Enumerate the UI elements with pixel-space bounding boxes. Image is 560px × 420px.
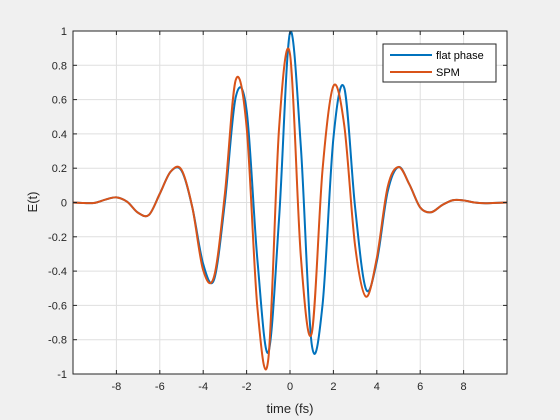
x-axis-label: time (fs)	[267, 401, 314, 416]
x-tick-label: -2	[242, 381, 252, 393]
y-tick-label: 0.2	[52, 163, 67, 175]
legend-label-flat-phase: flat phase	[436, 50, 484, 62]
y-tick-label: -0.4	[48, 266, 67, 278]
x-tick-label: -8	[112, 381, 122, 393]
y-tick-label: 0.8	[52, 60, 67, 72]
legend: flat phase SPM	[382, 43, 497, 83]
legend-box	[382, 43, 497, 83]
y-tick-label: 0	[61, 198, 67, 210]
y-tick-label: 0.4	[52, 129, 67, 141]
x-tick-label: -4	[198, 381, 208, 393]
tick-marks	[73, 30, 507, 375]
y-axis-label: E(t)	[25, 192, 40, 213]
y-tick-label: -0.2	[48, 232, 67, 244]
y-tick-label: -1	[57, 369, 67, 381]
x-tick-label: 6	[417, 381, 423, 393]
legend-label-spm: SPM	[436, 67, 460, 79]
y-tick-label: -0.6	[48, 300, 67, 312]
y-tick-labels: -1 -0.8 -0.6 -0.4 -0.2 0 0.2 0.4 0.6 0.8 1	[48, 26, 67, 381]
y-tick-label: 0.6	[52, 95, 67, 107]
x-tick-label: 0	[287, 381, 293, 393]
x-tick-label: -6	[155, 381, 165, 393]
x-tick-label: 8	[461, 381, 467, 393]
x-tick-label: 2	[330, 381, 336, 393]
y-tick-label: 1	[61, 26, 67, 38]
series-line-spm	[72, 47, 508, 371]
y-tick-label: -0.8	[48, 335, 67, 347]
x-tick-label: 4	[374, 381, 380, 393]
grid-lines	[73, 31, 507, 374]
x-tick-labels: -8 -6 -4 -2 0 2 4 6 8	[112, 381, 467, 393]
